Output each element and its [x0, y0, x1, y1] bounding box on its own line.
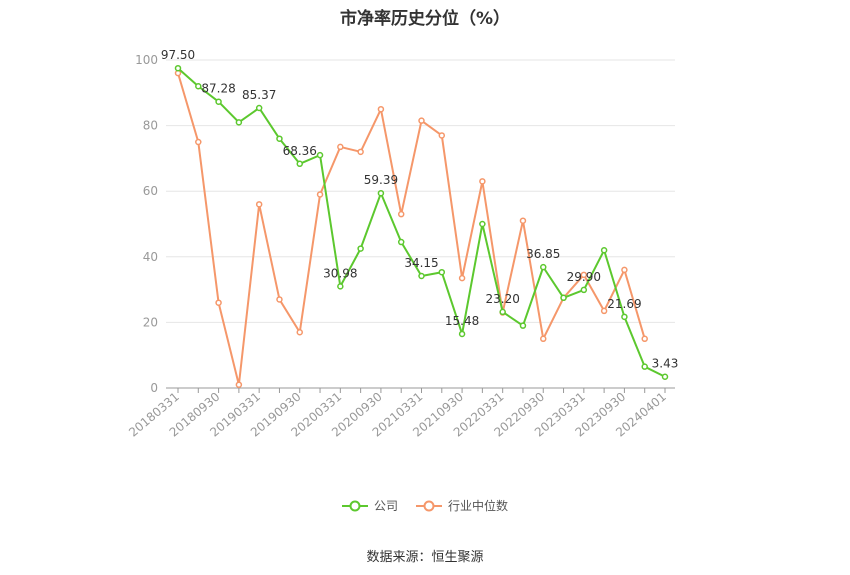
data-label: 30.98 [323, 266, 357, 280]
data-point [621, 266, 628, 274]
data-point [418, 117, 425, 124]
data-label: 23.20 [485, 292, 519, 306]
y-tick-label: 40 [143, 250, 158, 264]
y-tick-label: 80 [143, 119, 158, 133]
data-point [458, 274, 466, 282]
data-point [337, 283, 344, 290]
data-point [418, 272, 425, 280]
series-lines [174, 64, 669, 388]
data-point [357, 148, 364, 156]
data-point [458, 330, 466, 338]
data-point [195, 82, 202, 90]
legend: 公司 行业中位数 [0, 497, 850, 514]
data-label: 21.69 [607, 297, 641, 311]
data-point [438, 268, 446, 276]
chart-title: 市净率历史分位（%） [339, 9, 511, 29]
data-point [540, 263, 547, 271]
data-point [255, 201, 263, 208]
data-point [377, 105, 385, 113]
data-point [621, 313, 628, 321]
data-label: 36.85 [526, 247, 560, 261]
data-label: 34.15 [404, 256, 438, 270]
data-label: 68.36 [283, 144, 317, 158]
data-point [296, 160, 303, 168]
data-point [600, 246, 608, 254]
data-point [519, 322, 527, 329]
legend-line-icon [416, 500, 442, 511]
data-label: 29.90 [567, 270, 601, 284]
data-point [580, 286, 588, 294]
data-point [377, 189, 385, 197]
data-point [397, 238, 405, 246]
data-point [479, 220, 486, 228]
data-point [255, 104, 263, 112]
y-tick-label: 100 [135, 53, 158, 67]
legend-item-industry[interactable]: 行业中位数 [416, 497, 508, 514]
data-point [235, 119, 243, 126]
data-point [641, 335, 648, 343]
data-point [600, 307, 608, 315]
y-tick-label: 60 [143, 184, 158, 198]
legend-label-industry: 行业中位数 [448, 499, 509, 513]
data-point [540, 335, 547, 343]
data-label: 15.48 [445, 314, 479, 328]
series-line-company [177, 67, 666, 378]
data-point [661, 373, 669, 380]
legend-item-company[interactable]: 公司 [341, 497, 398, 514]
data-point [215, 98, 222, 105]
data-point [215, 299, 222, 306]
data-point [276, 135, 283, 142]
data-point [337, 143, 344, 151]
data-point [499, 308, 506, 316]
data-label: 85.37 [242, 88, 276, 102]
data-point [316, 151, 324, 159]
data-label: 59.39 [364, 173, 398, 187]
data-point [580, 271, 588, 279]
data-label: 3.43 [652, 357, 679, 371]
data-point [357, 245, 364, 252]
data-source: 数据来源：恒生聚源 [366, 550, 484, 565]
data-point [519, 217, 527, 224]
data-point [438, 132, 446, 139]
data-point [479, 178, 486, 185]
legend-line-icon [341, 500, 368, 511]
data-point [641, 363, 648, 370]
y-tick-label: 20 [143, 315, 158, 329]
data-point [397, 210, 405, 218]
data-point [195, 138, 202, 146]
data-label: 87.28 [201, 82, 235, 96]
data-point [235, 381, 243, 388]
series-line-industry [177, 72, 646, 386]
axes: 0204060801002018033120180930201903312019… [126, 53, 675, 440]
data-label: 97.50 [161, 48, 195, 62]
legend-label-company: 公司 [373, 499, 398, 513]
data-point [276, 296, 283, 303]
data-point [316, 191, 324, 198]
data-labels: 97.50 87.28 85.37 68.36 30.98 59.39 34.15 15.48… [161, 48, 679, 371]
data-point [174, 64, 182, 72]
data-point [560, 294, 567, 302]
data-point [296, 328, 303, 336]
y-tick-label: 0 [150, 381, 158, 395]
